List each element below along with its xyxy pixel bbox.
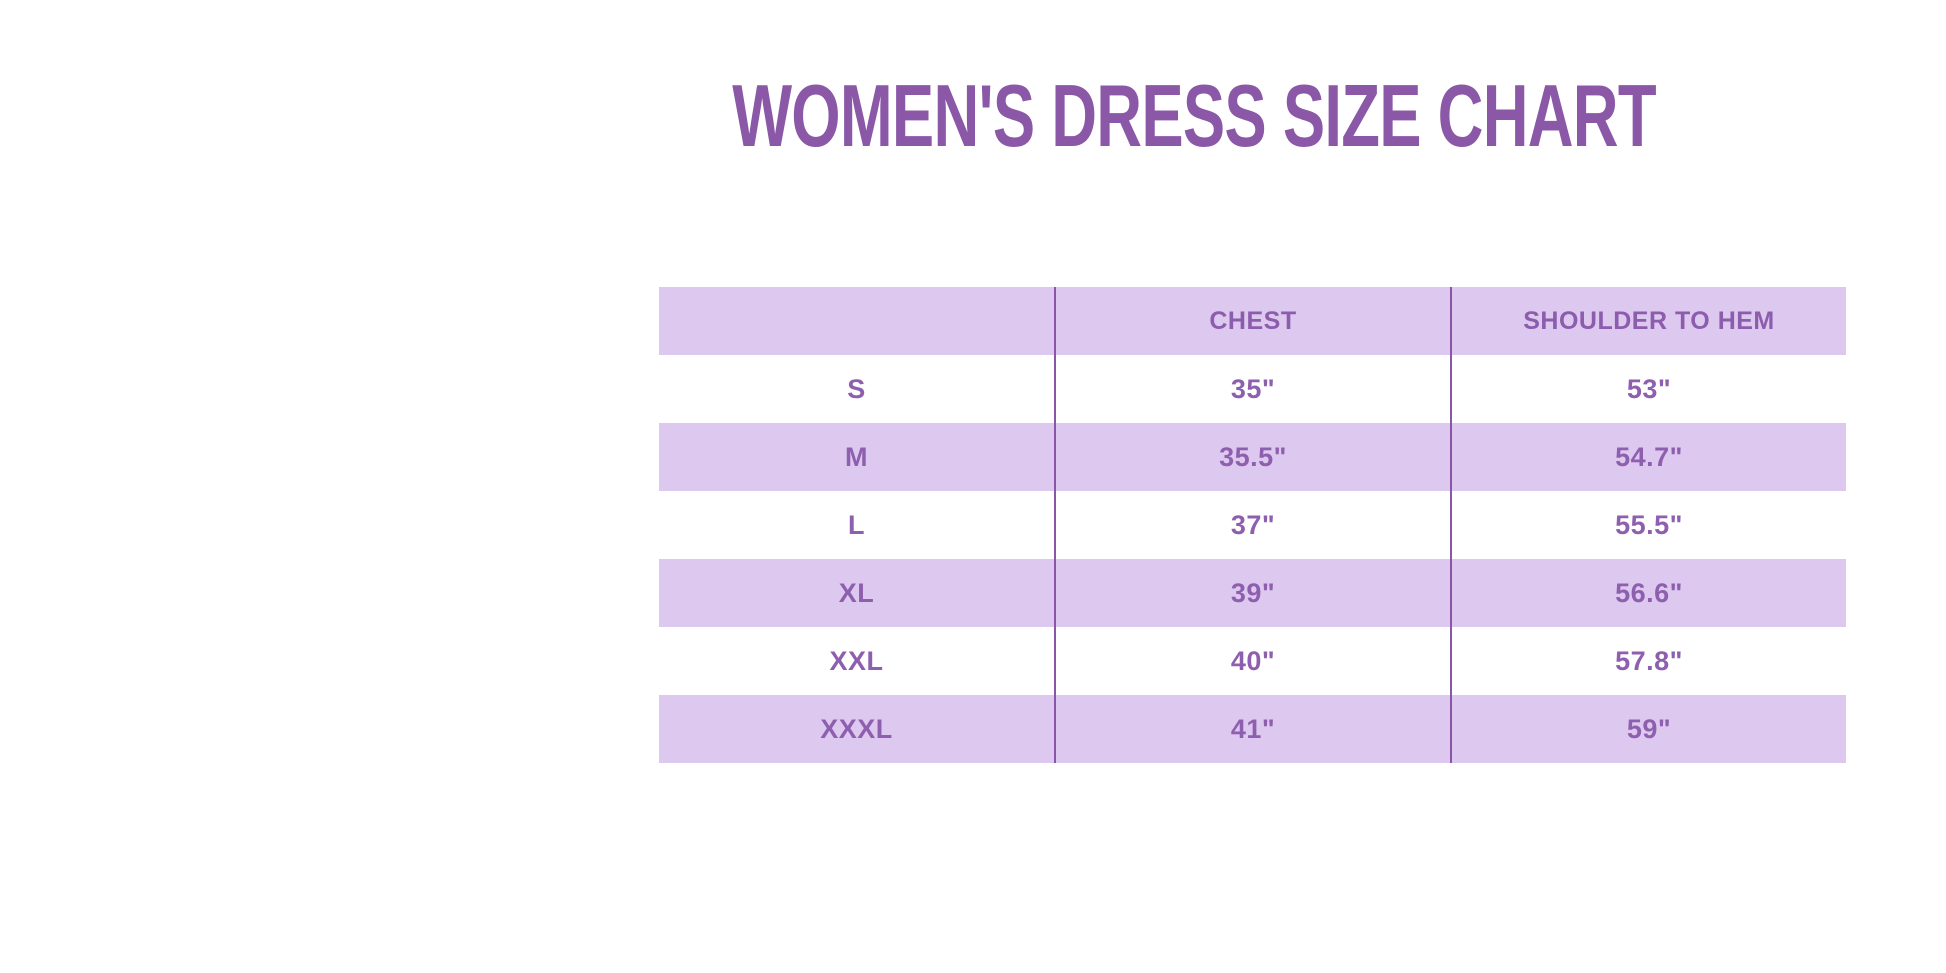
cell-hem-xxxl: 59" [1450,695,1846,763]
cell-size-xl: XL [659,559,1054,627]
cell-size-m: M [659,423,1054,491]
header-cell-shoulder-to-hem: SHOULDER TO HEM [1450,287,1846,355]
cell-hem-m: 54.7" [1450,423,1846,491]
cell-hem-xl: 56.6" [1450,559,1846,627]
header-cell-chest: CHEST [1054,287,1450,355]
header-cell-size [659,287,1054,355]
cell-hem-l: 55.5" [1450,491,1846,559]
cell-hem-xxl: 57.8" [1450,627,1846,695]
cell-size-s: S [659,355,1054,423]
page-title: WOMEN'S DRESS SIZE CHART [732,66,1656,165]
cell-chest-xxxl: 41" [1054,695,1450,763]
cell-chest-xxl: 40" [1054,627,1450,695]
cell-chest-xl: 39" [1054,559,1450,627]
cell-chest-s: 35" [1054,355,1450,423]
cell-chest-m: 35.5" [1054,423,1450,491]
cell-chest-l: 37" [1054,491,1450,559]
cell-size-xxxl: XXXL [659,695,1054,763]
cell-size-l: L [659,491,1054,559]
size-chart-table: CHEST SHOULDER TO HEM S 35" 53" M 35.5" … [659,287,1846,763]
cell-size-xxl: XXL [659,627,1054,695]
cell-hem-s: 53" [1450,355,1846,423]
